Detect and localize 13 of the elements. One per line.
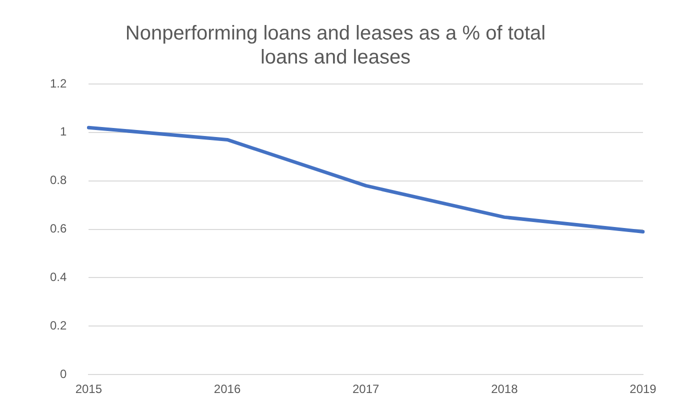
y-tick-label: 0.6 bbox=[50, 222, 67, 236]
y-tick-label: 0 bbox=[60, 366, 67, 381]
y-tick-label: 0.8 bbox=[50, 173, 67, 188]
y-tick-label: 1 bbox=[60, 124, 67, 139]
y-tick-label: 0.2 bbox=[50, 318, 67, 332]
x-tick-label: 2017 bbox=[352, 382, 380, 396]
x-tick-label: 2019 bbox=[630, 382, 657, 396]
x-tick-label: 2016 bbox=[214, 382, 241, 396]
y-tick-label: 0.4 bbox=[50, 270, 67, 284]
x-tick-label: 2018 bbox=[491, 382, 518, 396]
chart-title: Nonperforming loans and leases as a % of total loans and leases bbox=[125, 22, 546, 69]
x-tick-label: 2015 bbox=[75, 382, 102, 396]
y-tick-label: 1.2 bbox=[50, 76, 67, 90]
